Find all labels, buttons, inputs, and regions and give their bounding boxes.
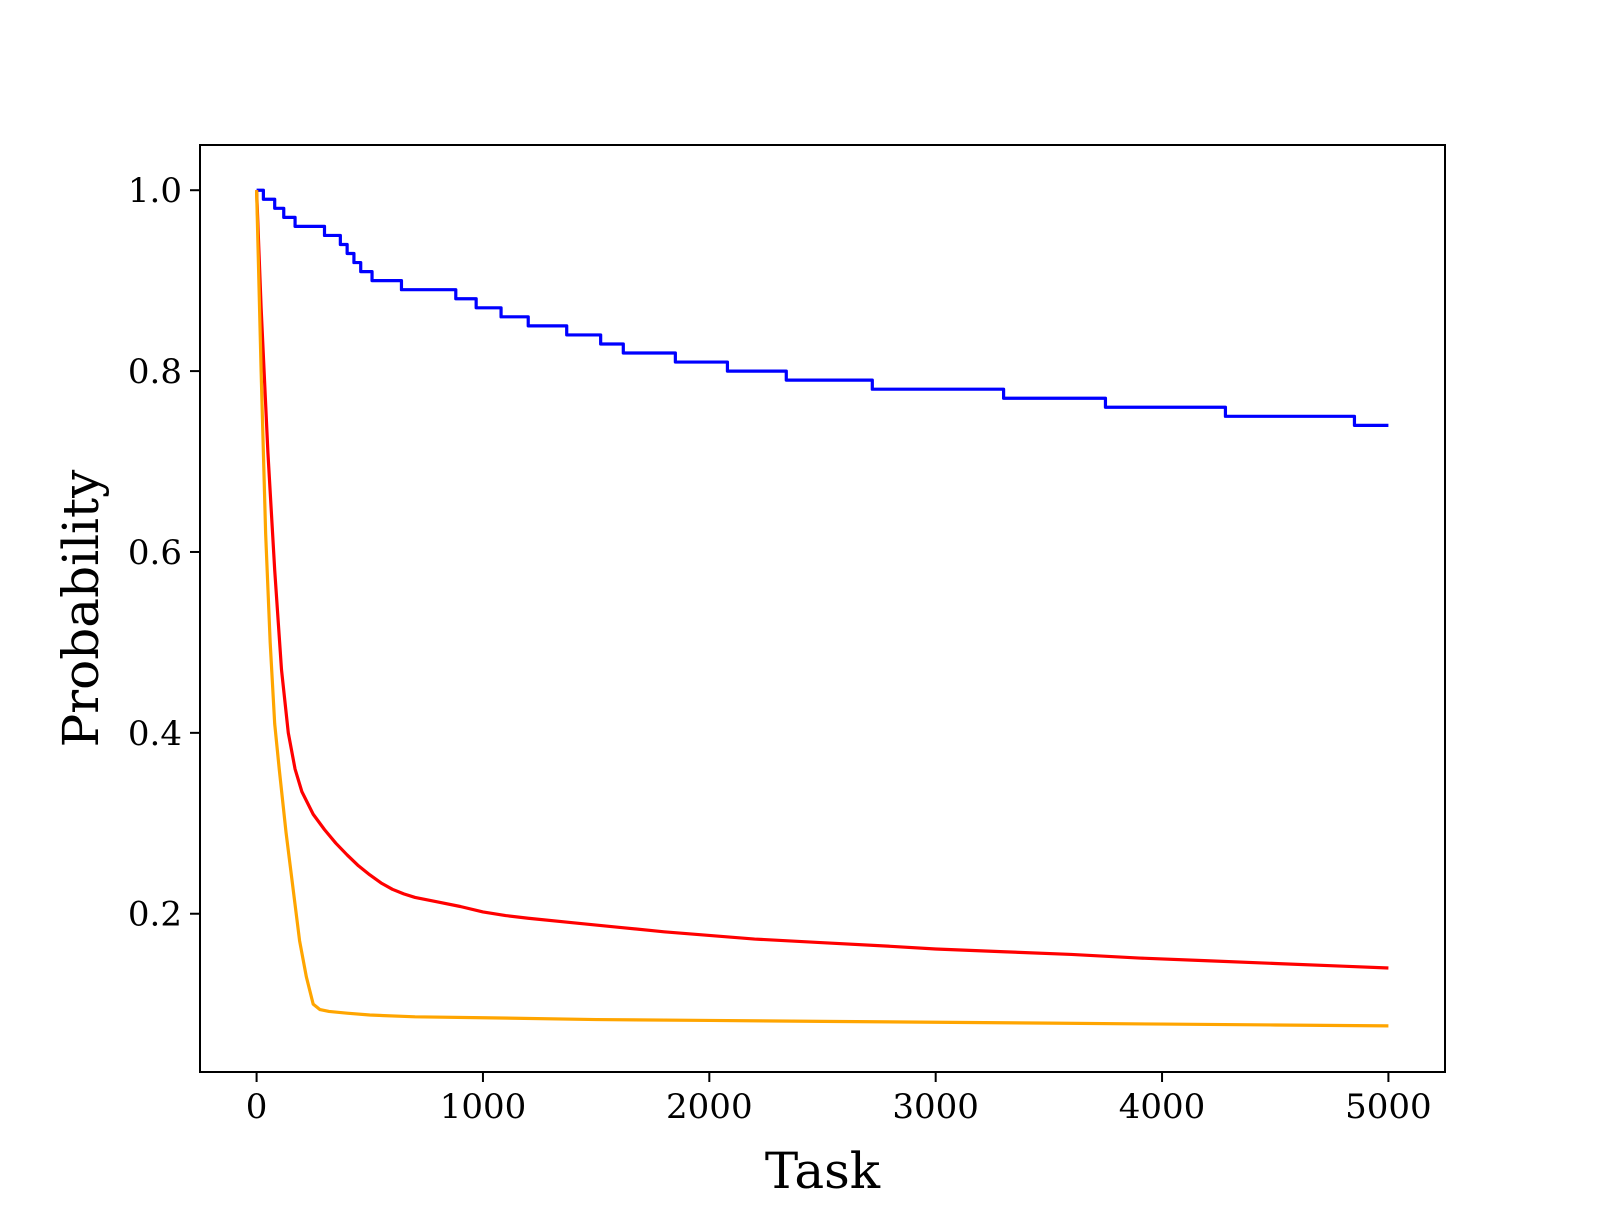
y-axis: 0.2 0.4 0.6 0.8 1.0 bbox=[128, 171, 200, 935]
x-axis: 0 1000 2000 3000 4000 5000 bbox=[246, 1072, 1432, 1127]
y-axis-label: Probability bbox=[52, 469, 110, 748]
y-tick-label: 0.8 bbox=[128, 352, 182, 392]
series-line-3 bbox=[254, 190, 1389, 1028]
plot-area-frame bbox=[199, 144, 1446, 1073]
y-tick-label: 0.4 bbox=[128, 714, 182, 754]
series-layer bbox=[254, 188, 1389, 1028]
x-tick-label: 5000 bbox=[1345, 1087, 1432, 1127]
x-axis-label: Task bbox=[765, 1142, 881, 1200]
y-tick-label: 1.0 bbox=[128, 171, 182, 211]
x-tick-label: 0 bbox=[246, 1087, 268, 1127]
x-tick-label: 3000 bbox=[892, 1087, 979, 1127]
y-tick-label: 0.2 bbox=[128, 895, 182, 935]
series-line-2 bbox=[254, 190, 1389, 970]
y-tick-label: 0.6 bbox=[128, 533, 182, 573]
x-tick-label: 2000 bbox=[666, 1087, 753, 1127]
series-line-1 bbox=[256, 188, 1389, 427]
x-tick-label: 4000 bbox=[1119, 1087, 1206, 1127]
x-tick-label: 1000 bbox=[440, 1087, 527, 1127]
